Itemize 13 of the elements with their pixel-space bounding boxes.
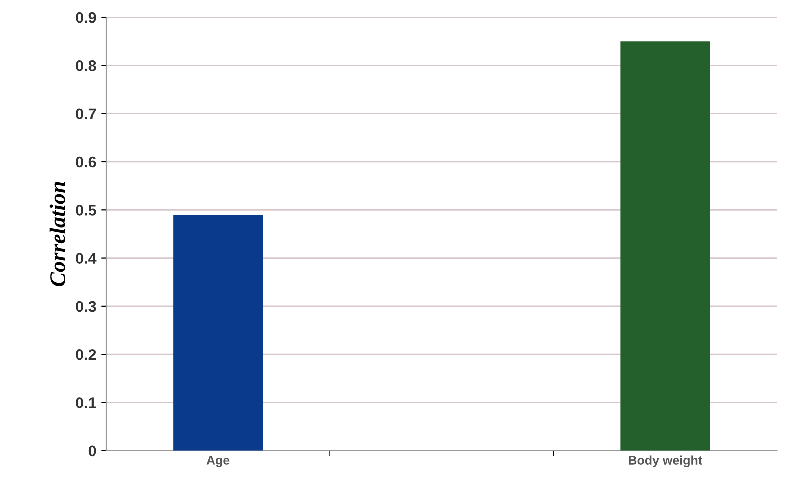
y-tick-label: 0.6 [76,156,96,168]
y-tick-label: 0.8 [76,60,96,72]
x-tick-label: Body weight [629,456,702,468]
x-tick-label: Age [206,456,230,468]
y-tick-label: 0.9 [76,12,96,24]
y-tick-label: 0 [88,446,96,457]
y-tick-label: 0.4 [76,253,97,264]
y-tick-label: 0.1 [76,398,96,408]
y-tick-label: 0.2 [76,349,96,360]
y-tick-label: 0.5 [76,205,96,216]
y-axis-title: Correlation [50,182,66,287]
y-tick-label: 0.7 [76,108,96,120]
y-tick-label: 0.3 [76,301,96,312]
